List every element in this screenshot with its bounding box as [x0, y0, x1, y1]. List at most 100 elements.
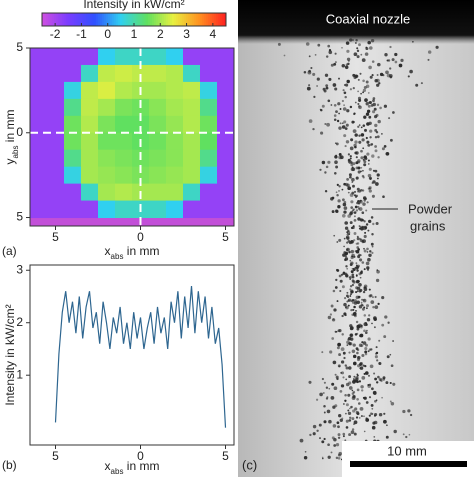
grain [336, 346, 340, 350]
grain [340, 273, 344, 276]
grain [370, 300, 375, 304]
grain [351, 39, 355, 42]
grain [337, 342, 341, 347]
grain [365, 261, 370, 266]
heat-cell [166, 64, 184, 83]
grain [334, 87, 338, 91]
grain [335, 191, 338, 194]
heat-cell [200, 64, 218, 83]
grain [370, 403, 374, 407]
grain [346, 57, 351, 62]
grain [370, 216, 374, 219]
grain [360, 166, 363, 169]
grain [358, 140, 362, 144]
heat-cell [217, 132, 235, 151]
grain [385, 435, 389, 439]
grain [344, 182, 349, 187]
grain [343, 104, 346, 107]
grain [328, 387, 331, 390]
grain [427, 58, 430, 61]
x-tick-label: 5 [222, 230, 229, 244]
grain [376, 74, 379, 76]
grain [363, 199, 366, 202]
colorbar-step [209, 13, 213, 26]
grain [334, 61, 337, 64]
grain [336, 421, 340, 425]
grain [355, 262, 358, 265]
grain [365, 371, 369, 375]
grain [316, 85, 318, 87]
grains-label: grains [410, 218, 446, 233]
grain [338, 238, 342, 242]
grain [351, 428, 355, 431]
grain [365, 343, 368, 347]
grain [362, 239, 366, 243]
grain [321, 351, 324, 354]
grain [353, 420, 358, 425]
grain [350, 308, 353, 312]
grain [351, 181, 354, 183]
heat-cell [47, 98, 65, 117]
grain [319, 437, 321, 440]
grain [336, 241, 339, 243]
heat-cell [132, 64, 150, 83]
grain [378, 412, 383, 417]
grain [308, 84, 311, 87]
colorbar-step [89, 13, 93, 26]
grain [347, 186, 352, 191]
grain [369, 75, 373, 79]
grain [364, 128, 367, 132]
heat-cell [166, 115, 184, 134]
grain [324, 190, 328, 193]
grain [402, 409, 406, 414]
grain [367, 374, 371, 377]
grain [333, 118, 337, 121]
grain [321, 457, 324, 460]
grain [357, 125, 360, 128]
colorbar-step [85, 13, 89, 26]
grain [349, 221, 353, 225]
grain [363, 430, 366, 433]
grain [367, 143, 371, 147]
heat-cell [217, 64, 235, 83]
colorbar-step [145, 13, 149, 26]
heat-cell [47, 200, 65, 219]
grain [352, 129, 357, 133]
grain [344, 297, 347, 300]
colorbar-tick-label: -1 [76, 27, 87, 41]
grain [363, 160, 367, 164]
grain [343, 91, 347, 95]
grain [367, 267, 370, 270]
heat-cell [30, 81, 48, 100]
heat-cell [217, 149, 235, 168]
grain [402, 433, 405, 436]
heat-cell [115, 115, 133, 134]
grain [340, 384, 345, 388]
grain [348, 342, 352, 346]
heat-cell [64, 183, 82, 202]
grain [353, 378, 355, 380]
grain [359, 334, 363, 338]
colorbar-tick-label: -2 [50, 27, 61, 41]
grain [365, 102, 369, 106]
grain [346, 231, 348, 233]
grain [361, 298, 364, 301]
grain [365, 307, 368, 310]
grain [350, 270, 354, 274]
grain [365, 331, 368, 334]
grain [375, 346, 378, 349]
grain [356, 412, 360, 416]
heat-cell [47, 115, 65, 134]
heat-cell [149, 200, 167, 219]
grain [372, 306, 375, 309]
grain [353, 305, 356, 309]
axis-label: yabs in mm [3, 110, 19, 165]
grain [333, 386, 338, 391]
grain [356, 265, 360, 269]
grain [381, 296, 385, 300]
grain [349, 275, 353, 279]
heat-cell [115, 98, 133, 117]
grain [332, 360, 337, 365]
colorbar-step [77, 13, 81, 26]
grain [356, 351, 359, 355]
